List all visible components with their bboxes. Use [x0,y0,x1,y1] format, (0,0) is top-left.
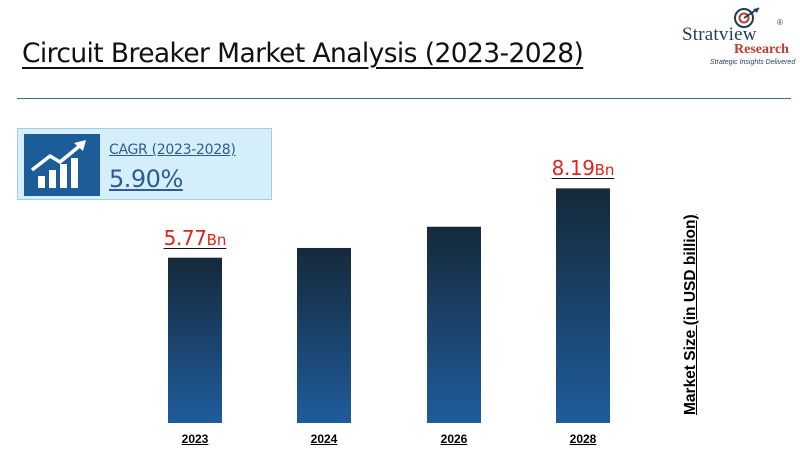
x-tick-2023: 2023 [181,432,209,446]
header-divider [17,98,791,99]
cagr-icon-tile [24,134,100,196]
bar-series [168,188,610,423]
data-label-unit: Bn [594,161,615,180]
logo-registered-mark: ® [777,18,783,27]
target-arrow-icon [734,7,760,28]
data-label-2028: 8.19Bn [552,156,615,180]
cagr-value: 5.90% [109,165,183,193]
bar-2023 [168,257,222,423]
page-title: Circuit Breaker Market Analysis (2023-20… [22,38,584,69]
cagr-label: CAGR (2023-2028) [109,142,236,158]
x-tick-2024: 2024 [310,432,338,446]
bar-2026 [427,226,481,423]
logo-name-part2: Research [734,42,789,57]
logo-name-part1: Stratview [682,24,757,45]
x-tick-2028: 2028 [569,432,597,446]
stratview-logo: Stratview ® Research Strategic Insights … [676,4,800,70]
data-label-value: 8.19 [551,156,595,181]
data-label-unit: Bn [206,230,227,249]
logo-tagline: Strategic Insights Delivered [710,59,796,66]
cagr-panel: CAGR (2023-2028) 5.90% [17,128,272,200]
data-label-value: 5.77 [163,225,207,250]
bar-2024 [297,247,351,423]
data-label-2023: 5.77Bn [164,226,227,250]
bar-2028 [556,188,610,423]
y-axis-label: Market Size (in USD billion) [682,214,699,415]
x-tick-2026: 2026 [440,432,468,446]
growth-chart-icon [30,140,86,188]
